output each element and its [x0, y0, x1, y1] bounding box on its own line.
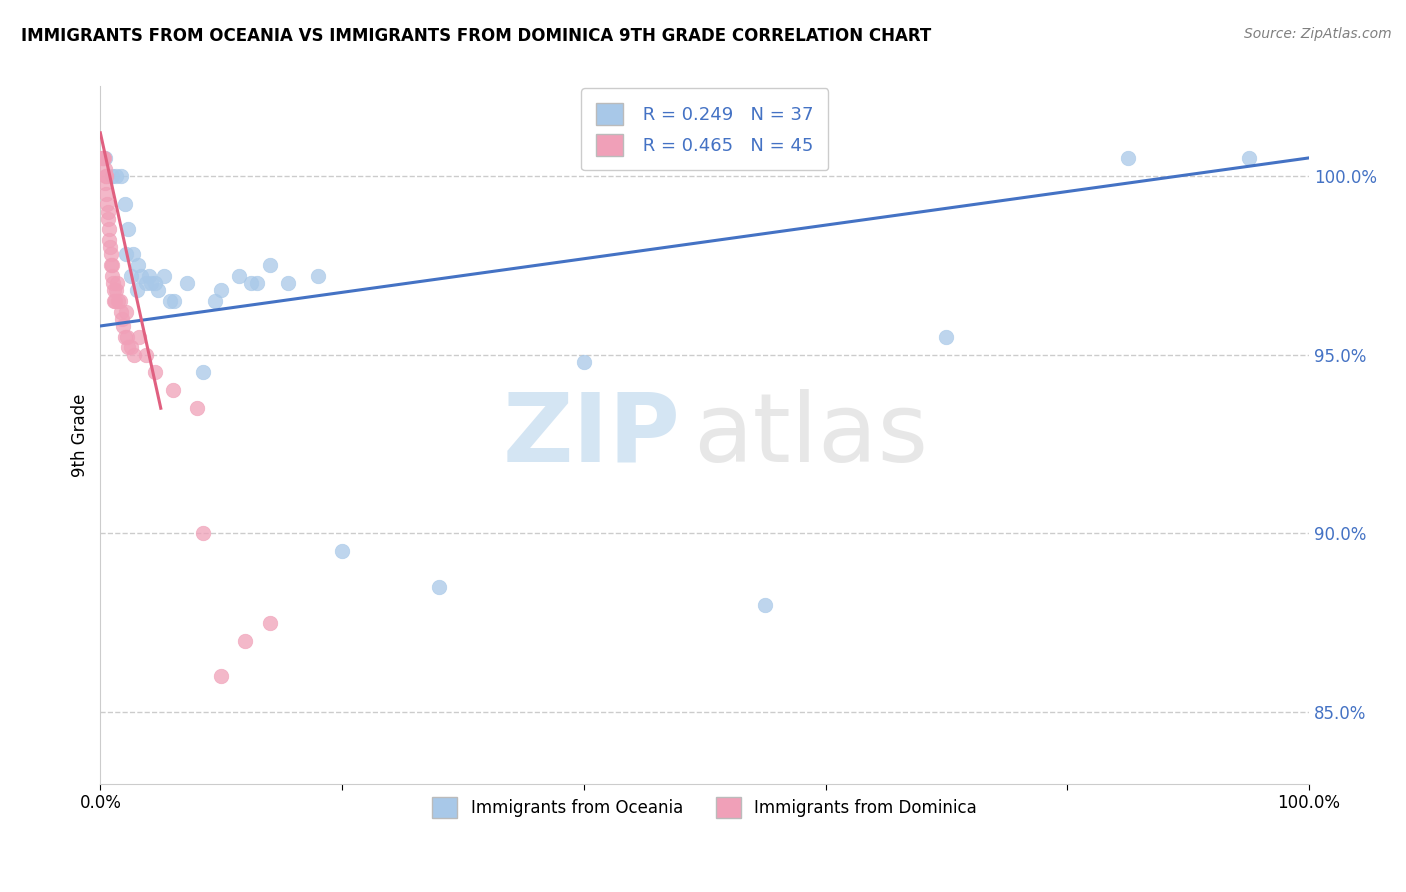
Point — [228, 268, 250, 283]
Point — [101, 268, 124, 283]
Point — [115, 329, 138, 343]
Text: ZIP: ZIP — [503, 389, 681, 482]
Point — [120, 268, 142, 283]
Point — [143, 366, 166, 380]
Point — [104, 293, 127, 308]
Point — [96, 197, 118, 211]
Point — [235, 633, 257, 648]
Point — [103, 293, 125, 308]
Text: Source: ZipAtlas.com: Source: ZipAtlas.com — [1244, 27, 1392, 41]
Point — [101, 258, 124, 272]
Text: IMMIGRANTS FROM OCEANIA VS IMMIGRANTS FROM DOMINICA 9TH GRADE CORRELATION CHART: IMMIGRANTS FROM OCEANIA VS IMMIGRANTS FR… — [21, 27, 931, 45]
Point — [100, 247, 122, 261]
Point — [191, 366, 214, 380]
Point — [120, 340, 142, 354]
Point — [330, 544, 353, 558]
Point — [209, 283, 232, 297]
Point — [246, 276, 269, 290]
Point — [114, 247, 136, 261]
Point — [153, 268, 176, 283]
Point — [105, 169, 128, 183]
Point — [93, 151, 115, 165]
Point — [108, 293, 131, 308]
Point — [98, 233, 121, 247]
Point — [101, 169, 124, 183]
Point — [139, 276, 162, 290]
Point — [163, 293, 186, 308]
Point — [427, 580, 450, 594]
Point — [209, 669, 232, 683]
Point — [97, 222, 120, 236]
Point — [97, 211, 120, 226]
Point — [135, 348, 157, 362]
Point — [259, 615, 281, 630]
Point — [114, 329, 136, 343]
Point — [125, 283, 148, 297]
Point — [91, 151, 114, 165]
Point — [754, 598, 776, 612]
Point — [105, 283, 128, 297]
Point — [127, 258, 149, 272]
Legend: Immigrants from Oceania, Immigrants from Dominica: Immigrants from Oceania, Immigrants from… — [426, 790, 984, 824]
Point — [110, 304, 132, 318]
Point — [110, 169, 132, 183]
Point — [240, 276, 263, 290]
Point — [96, 169, 118, 183]
Point — [162, 384, 184, 398]
Point — [259, 258, 281, 272]
Point — [100, 258, 122, 272]
Point — [112, 318, 135, 333]
Point — [122, 348, 145, 362]
Point — [114, 304, 136, 318]
Point — [572, 355, 595, 369]
Point — [93, 161, 115, 176]
Point — [98, 240, 121, 254]
Point — [96, 186, 118, 201]
Point — [122, 247, 145, 261]
Point — [93, 151, 115, 165]
Point — [1116, 151, 1139, 165]
Text: atlas: atlas — [693, 389, 928, 482]
Point — [117, 340, 139, 354]
Point — [138, 268, 160, 283]
Point — [935, 329, 957, 343]
Point — [204, 293, 226, 308]
Point — [94, 169, 117, 183]
Y-axis label: 9th Grade: 9th Grade — [72, 393, 89, 476]
Point — [117, 222, 139, 236]
Point — [101, 276, 124, 290]
Point — [131, 268, 153, 283]
Point — [186, 401, 208, 416]
Point — [91, 151, 114, 165]
Point — [107, 293, 129, 308]
Point — [103, 283, 125, 297]
Point — [128, 329, 150, 343]
Point — [1237, 151, 1260, 165]
Point — [277, 276, 299, 290]
Point — [176, 276, 198, 290]
Point — [159, 293, 181, 308]
Point — [111, 311, 134, 326]
Point — [148, 283, 170, 297]
Point — [135, 276, 157, 290]
Point — [94, 151, 117, 165]
Point — [191, 526, 214, 541]
Point — [114, 197, 136, 211]
Point — [143, 276, 166, 290]
Point — [307, 268, 329, 283]
Point — [97, 204, 120, 219]
Point — [94, 176, 117, 190]
Point — [105, 276, 128, 290]
